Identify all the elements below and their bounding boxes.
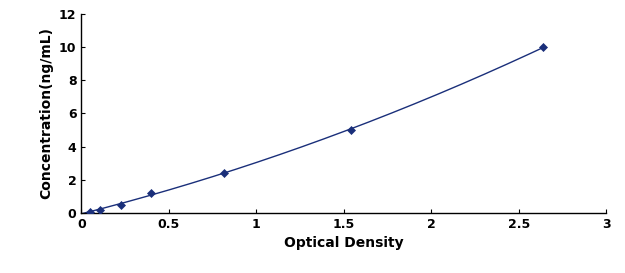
Y-axis label: Concentration(ng/mL): Concentration(ng/mL)	[39, 27, 53, 199]
X-axis label: Optical Density: Optical Density	[284, 236, 404, 250]
